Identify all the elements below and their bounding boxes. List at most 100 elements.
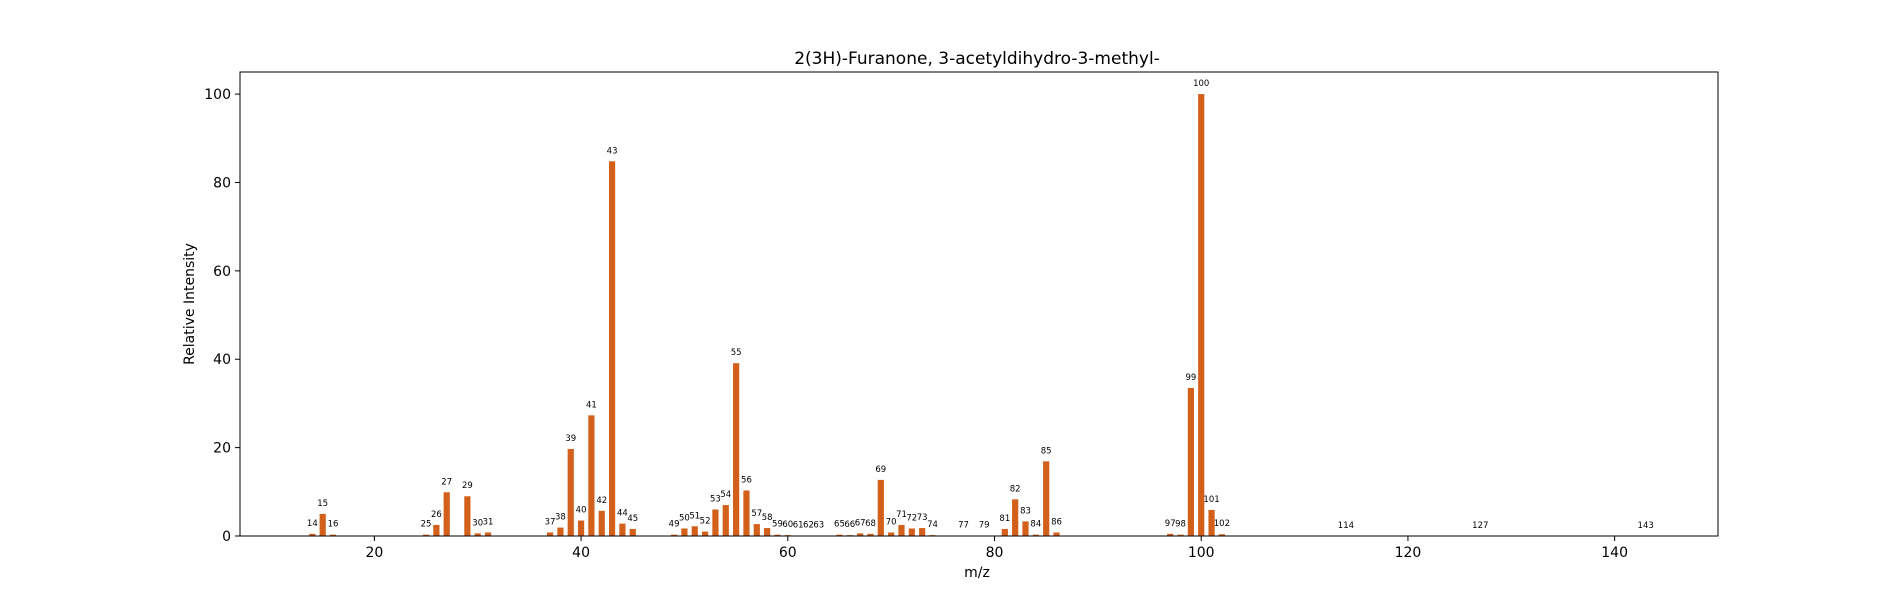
x-tick-label-40: 40 xyxy=(572,545,590,561)
bar-mz-37 xyxy=(546,532,554,536)
bar-label-mz-57: 57 xyxy=(751,509,762,519)
bar-label-mz-59: 59 xyxy=(772,520,783,530)
x-axis-label: m/z xyxy=(964,565,990,581)
bar-mz-99 xyxy=(1187,387,1194,536)
bar-label-mz-61: 61 xyxy=(793,521,804,531)
bar-label-mz-60: 60 xyxy=(782,520,793,530)
bar-label-mz-50: 50 xyxy=(679,513,690,523)
bar-label-mz-27: 27 xyxy=(441,477,452,487)
bar-mz-51 xyxy=(691,526,698,536)
bar-mz-31 xyxy=(484,532,492,536)
x-tick-label-80: 80 xyxy=(986,545,1004,561)
bar-label-mz-49: 49 xyxy=(669,520,680,530)
bar-mz-56 xyxy=(743,490,750,536)
x-tick-label-20: 20 xyxy=(365,545,383,561)
bar-mz-81 xyxy=(1001,528,1008,536)
bar-label-mz-38: 38 xyxy=(555,513,566,523)
bar-mz-43 xyxy=(608,161,616,536)
bar-label-mz-84: 84 xyxy=(1030,520,1041,530)
bar-mz-72 xyxy=(908,528,915,536)
bar-label-mz-16: 16 xyxy=(328,520,339,530)
bar-mz-55 xyxy=(733,363,740,536)
bar-label-mz-42: 42 xyxy=(596,496,607,506)
bar-mz-30 xyxy=(474,533,481,536)
y-axis: 0 20 40 60 80 100 xyxy=(204,87,240,545)
bar-label-mz-56: 56 xyxy=(741,475,752,485)
bar-label-mz-77: 77 xyxy=(958,521,969,531)
bar-label-mz-114: 114 xyxy=(1338,521,1354,531)
bar-label-mz-73: 73 xyxy=(917,513,928,523)
chart-title: 2(3H)-Furanone, 3-acetyldihydro-3-methyl… xyxy=(794,49,1160,69)
bar-label-mz-69: 69 xyxy=(875,465,886,475)
bar-mz-45 xyxy=(629,528,636,536)
bar-mz-65 xyxy=(836,534,843,536)
bar-mz-15 xyxy=(319,513,326,536)
bar-mz-101 xyxy=(1208,509,1215,536)
bar-mz-73 xyxy=(919,528,926,536)
bar-label-mz-85: 85 xyxy=(1041,446,1052,456)
bar-mz-102 xyxy=(1218,534,1225,536)
bar-label-mz-41: 41 xyxy=(586,400,597,410)
bar-label-mz-58: 58 xyxy=(762,513,773,523)
x-tick-label-120: 120 xyxy=(1395,545,1422,561)
bar-mz-70 xyxy=(888,532,895,536)
bar-label-mz-31: 31 xyxy=(483,517,494,527)
bar-label-mz-67: 67 xyxy=(855,518,866,528)
bar-label-mz-53: 53 xyxy=(710,494,721,504)
y-tick-label-0: 0 xyxy=(222,529,231,545)
bar-mz-57 xyxy=(753,524,760,536)
bar-label-mz-54: 54 xyxy=(720,490,731,500)
bar-label-mz-62: 62 xyxy=(803,521,814,531)
bar-mz-25 xyxy=(422,534,430,536)
y-tick-label-40: 40 xyxy=(213,352,231,368)
y-tick-label-100: 100 xyxy=(204,87,231,103)
y-tick-label-20: 20 xyxy=(213,441,231,457)
bar-mz-29 xyxy=(464,496,471,536)
bar-mz-58 xyxy=(764,528,771,536)
bar-mz-84 xyxy=(1032,534,1039,536)
bar-mz-16 xyxy=(329,534,337,536)
bar-mz-50 xyxy=(681,528,688,536)
bar-label-mz-82: 82 xyxy=(1010,484,1021,494)
bar-mz-52 xyxy=(702,531,709,536)
bar-mz-98 xyxy=(1177,534,1184,536)
bar-mz-26 xyxy=(433,524,440,536)
bar-label-mz-79: 79 xyxy=(979,521,990,531)
x-axis: 20 40 60 80 100 120 140 xyxy=(365,536,1628,561)
bar-mz-27 xyxy=(443,492,450,536)
x-tick-label-140: 140 xyxy=(1601,545,1628,561)
bar-label-mz-72: 72 xyxy=(906,513,917,523)
bar-label-mz-15: 15 xyxy=(317,499,328,509)
bar-label-mz-14: 14 xyxy=(307,519,318,529)
bar-mz-59 xyxy=(774,534,781,536)
bar-mz-97 xyxy=(1167,533,1174,536)
bar-mz-82 xyxy=(1012,499,1019,536)
bar-label-mz-51: 51 xyxy=(689,511,700,521)
bar-label-mz-97: 97 xyxy=(1165,519,1176,529)
y-axis-label: Relative Intensity xyxy=(182,243,198,365)
bar-mz-71 xyxy=(898,524,905,536)
bar-mz-40 xyxy=(577,520,585,536)
bar-label-mz-101: 101 xyxy=(1203,495,1219,505)
bar-label-mz-70: 70 xyxy=(886,517,897,527)
y-tick-label-80: 80 xyxy=(213,175,231,191)
bar-mz-41 xyxy=(588,415,595,536)
bar-mz-86 xyxy=(1053,532,1060,536)
bar-label-mz-65: 65 xyxy=(834,520,845,530)
plot-frame xyxy=(239,71,1719,537)
bar-mz-39 xyxy=(567,448,574,536)
bar-label-mz-98: 98 xyxy=(1175,520,1186,530)
bar-mz-38 xyxy=(557,527,564,536)
bar-label-mz-45: 45 xyxy=(627,514,638,524)
bar-label-mz-68: 68 xyxy=(865,519,876,529)
bar-mz-100 xyxy=(1198,94,1205,536)
bar-label-mz-40: 40 xyxy=(576,506,587,516)
bar-mz-67 xyxy=(857,533,864,536)
bar-label-mz-81: 81 xyxy=(999,514,1010,524)
bar-mz-14 xyxy=(309,533,316,536)
bar-mz-42 xyxy=(598,510,605,536)
bar-label-mz-25: 25 xyxy=(421,520,432,530)
bar-mz-69 xyxy=(877,479,884,536)
